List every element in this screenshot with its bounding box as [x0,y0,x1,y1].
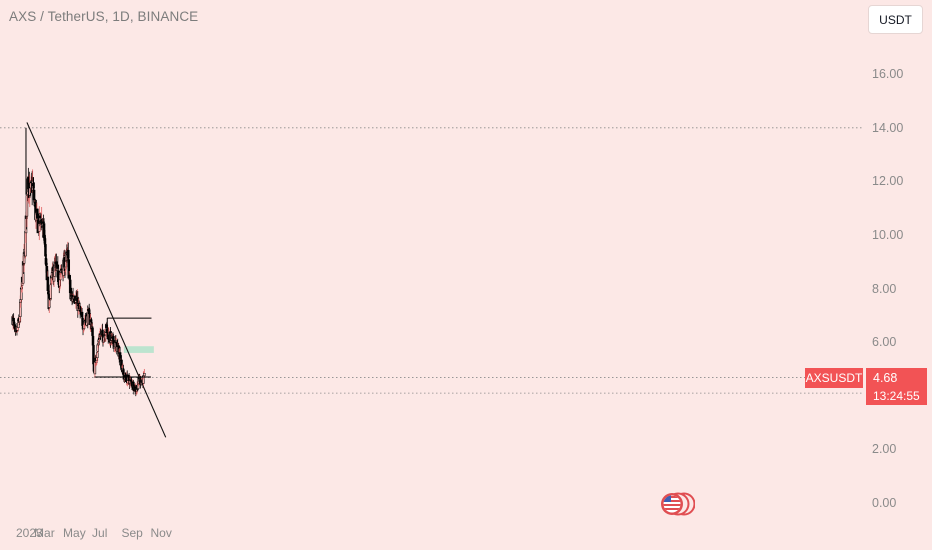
y-tick-label: 6.00 [872,335,897,350]
x-tick-label: Nov [150,526,172,540]
candle-body [90,326,94,328]
candle-body [74,302,77,304]
candle-body [44,244,47,257]
candle-body [136,384,140,389]
candle-body [49,284,52,299]
chart-title: AXS / TetherUS, 1D, BINANCE [9,9,199,24]
x-tick-label: Mar [34,526,55,540]
candle-body [56,264,60,269]
target-zone [123,346,154,353]
candle-body [89,319,93,323]
candle-body [12,321,16,324]
y-tick-label: 12.00 [872,174,904,189]
candle-body [46,276,50,291]
symbol-price-label: AXSUSDT [805,368,863,388]
candle-body [68,275,71,280]
candle-body [64,261,68,268]
candle-body [104,335,107,340]
x-tick-label: Sep [121,526,143,540]
y-tick-label: 0.00 [872,496,897,510]
us-flag-icon[interactable] [659,491,695,517]
candle-body [96,352,99,358]
candle-body [143,373,146,377]
y-tick-label: 2.00 [872,442,897,457]
candle-body [80,311,84,318]
candle-body [45,262,48,266]
candle-body [32,182,35,189]
currency-button[interactable]: USDT [868,5,923,34]
descending-trendline [26,122,167,438]
last-price-label: 4.68 [866,368,927,388]
bar-countdown: 13:24:55 [866,387,927,405]
x-tick-label: May [63,526,86,540]
candle-body [25,195,29,217]
x-tick-label: 2023 [16,526,43,540]
candle-body [68,279,72,294]
y-tick-label: 10.00 [872,228,904,242]
candle-body [12,317,15,322]
candle-body [42,221,45,224]
y-tick-label: 14.00 [872,120,904,135]
candle-body [67,250,70,259]
y-tick-label: 8.00 [872,281,897,296]
y-tick-label: 16.00 [872,67,904,82]
candle-body [20,286,23,290]
candle-body [129,379,133,382]
candle-body [93,361,97,375]
x-tick-label: Jul [92,526,108,540]
candle-body [91,327,94,336]
